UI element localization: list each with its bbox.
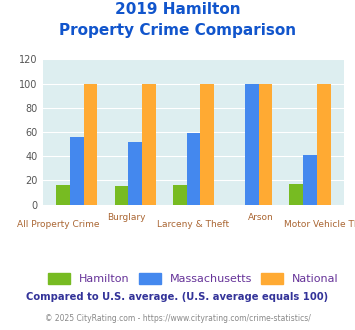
Bar	[187, 133, 200, 205]
Bar	[289, 184, 303, 205]
Bar	[317, 83, 331, 205]
Text: Larceny & Theft: Larceny & Theft	[157, 220, 230, 229]
Text: Compared to U.S. average. (U.S. average equals 100): Compared to U.S. average. (U.S. average …	[26, 292, 329, 302]
Text: 2019 Hamilton: 2019 Hamilton	[115, 2, 240, 16]
Bar	[173, 185, 187, 205]
Bar	[245, 83, 259, 205]
Bar	[303, 155, 317, 205]
Bar	[128, 142, 142, 205]
Bar	[70, 137, 84, 205]
Bar	[200, 83, 214, 205]
Bar	[56, 185, 70, 205]
Bar	[259, 83, 272, 205]
Text: Property Crime Comparison: Property Crime Comparison	[59, 23, 296, 38]
Legend: Hamilton, Massachusetts, National: Hamilton, Massachusetts, National	[44, 268, 343, 288]
Bar	[84, 83, 98, 205]
Text: Motor Vehicle Theft: Motor Vehicle Theft	[284, 220, 355, 229]
Text: All Property Crime: All Property Crime	[17, 220, 100, 229]
Bar	[115, 186, 128, 205]
Text: © 2025 CityRating.com - https://www.cityrating.com/crime-statistics/: © 2025 CityRating.com - https://www.city…	[45, 314, 310, 323]
Text: Arson: Arson	[248, 213, 274, 222]
Bar	[142, 83, 156, 205]
Text: Burglary: Burglary	[107, 213, 145, 222]
